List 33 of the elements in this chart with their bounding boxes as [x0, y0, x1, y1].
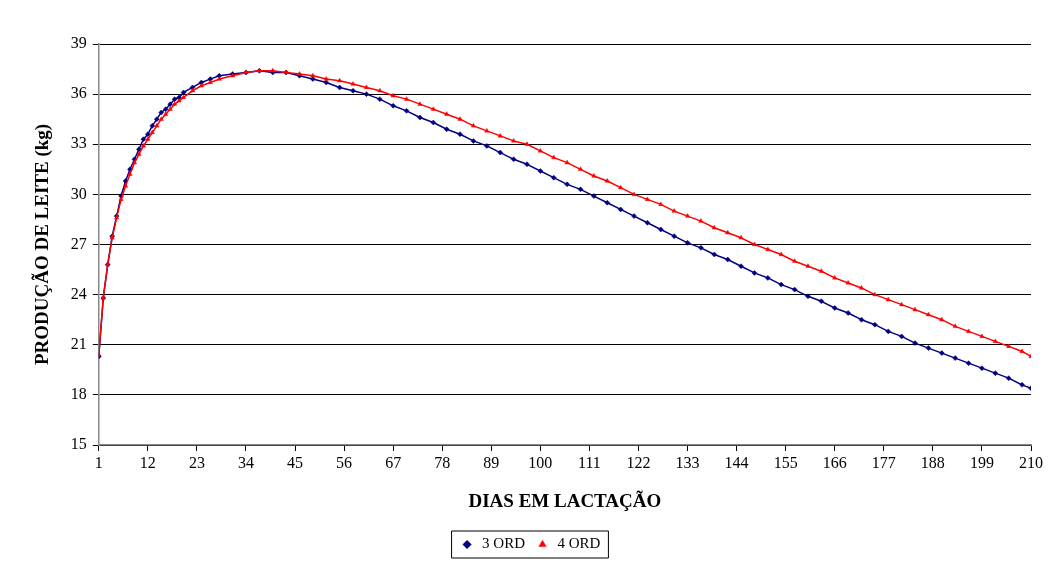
x-tick-label: 155 — [773, 453, 798, 471]
x-tick-label: 188 — [920, 453, 945, 471]
x-tick-label: 89 — [483, 453, 500, 471]
x-tick-label: 199 — [969, 453, 994, 471]
y-tick-label: 36 — [70, 84, 87, 102]
x-tick-label: 78 — [434, 453, 451, 471]
y-tick-label: 24 — [70, 284, 87, 302]
x-tick-label: 210 — [1019, 453, 1043, 471]
x-axis-title: DIAS EM LACTAÇÃO — [468, 489, 662, 511]
x-tick-label: 1 — [94, 453, 103, 471]
x-tick-label: 133 — [675, 453, 700, 471]
x-tick-label: 56 — [336, 453, 353, 471]
y-tick-label: 18 — [70, 385, 87, 403]
legend-label: 4 ORD — [557, 535, 601, 552]
y-tick-label: 39 — [70, 34, 87, 52]
x-tick-label: 45 — [287, 453, 304, 471]
x-tick-label: 122 — [626, 453, 651, 471]
x-tick-label: 100 — [528, 453, 553, 471]
y-tick-label: 15 — [70, 435, 87, 453]
x-tick-label: 34 — [237, 453, 254, 471]
x-tick-label: 67 — [385, 453, 402, 471]
x-tick-label: 12 — [139, 453, 156, 471]
x-tick-label: 111 — [578, 453, 601, 471]
y-axis-title: PRODUÇÃO DE LEITE (kg) — [31, 123, 54, 366]
legend-label: 3 ORD — [482, 535, 526, 552]
y-tick-label: 33 — [70, 134, 87, 152]
x-tick-label: 23 — [188, 453, 205, 471]
x-tick-label: 144 — [724, 453, 749, 471]
y-tick-label: 27 — [70, 234, 87, 252]
y-tick-label: 21 — [70, 334, 87, 352]
x-tick-label: 177 — [871, 453, 896, 471]
x-tick-label: 166 — [822, 453, 847, 471]
y-tick-label: 30 — [70, 184, 87, 202]
